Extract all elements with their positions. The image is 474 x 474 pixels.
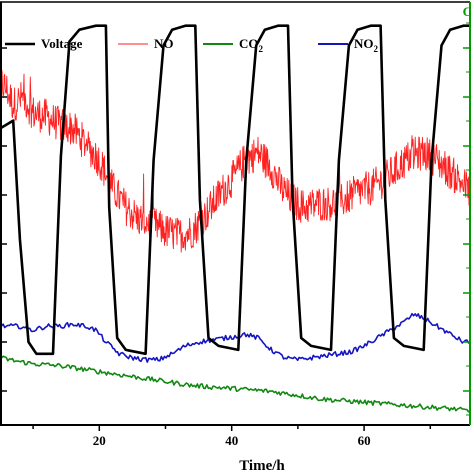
series-line-voltage <box>0 24 470 356</box>
x-tick-label: 40 <box>225 433 238 448</box>
plot-area <box>0 2 470 425</box>
series-line-no2 <box>0 312 471 363</box>
x-axis-title: Time/h <box>239 458 285 474</box>
x-tick-label: 20 <box>93 433 106 448</box>
series-line-co2 <box>0 355 471 413</box>
legend-label-co2: CO2 <box>239 36 264 54</box>
legend: Voltage NO CO2 NO2 <box>5 36 379 54</box>
axis-layer: 20 40 60 <box>0 1 471 448</box>
right-axis-label-fragment: C <box>463 4 472 19</box>
x-tick-label: 60 <box>358 433 371 448</box>
legend-label-no2: NO2 <box>354 36 379 54</box>
series-line-no <box>0 49 471 253</box>
legend-label-no: NO <box>154 36 174 51</box>
series-layer <box>0 24 471 413</box>
legend-label-voltage: Voltage <box>41 36 83 51</box>
